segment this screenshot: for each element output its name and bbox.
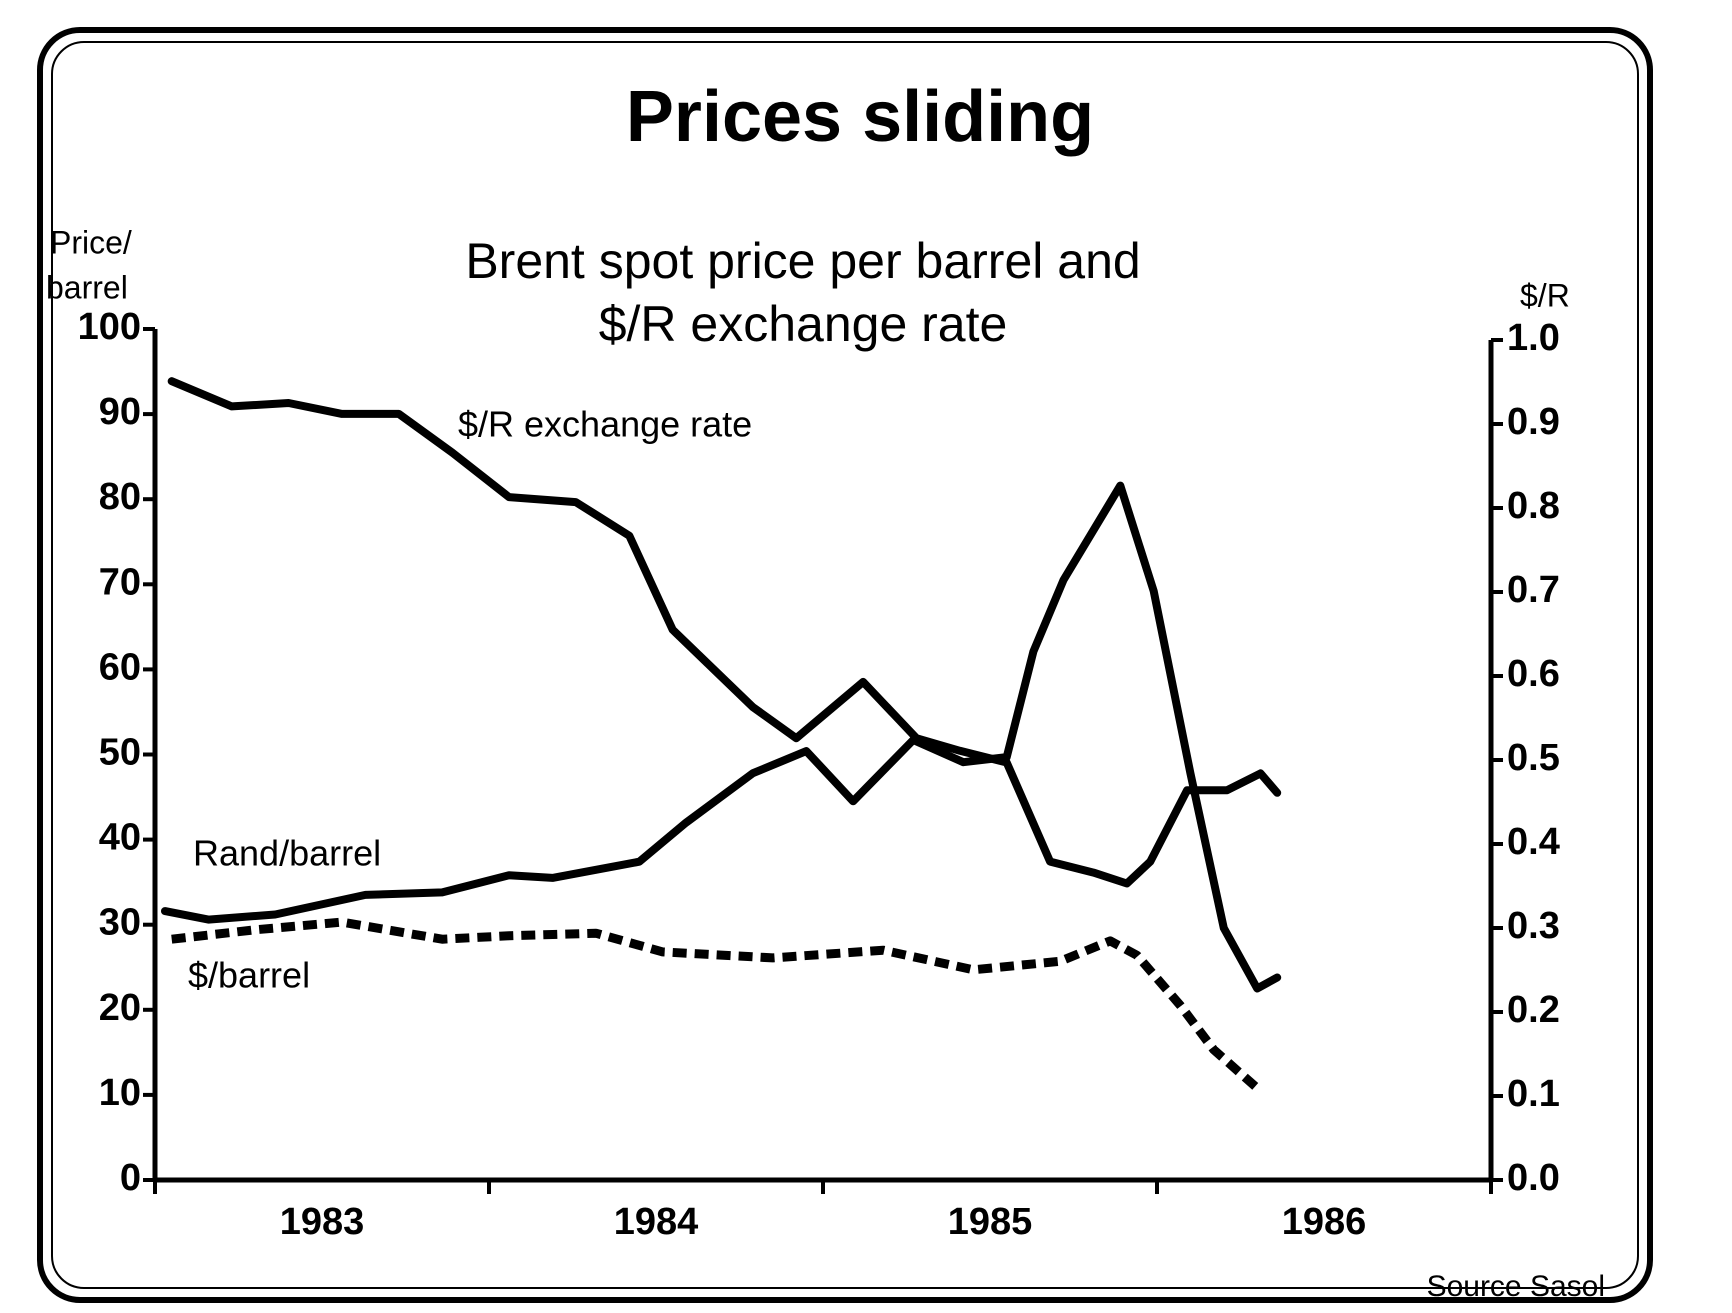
x-tick-label: 1986 (1282, 1201, 1367, 1243)
source: Source Sasol (1427, 1270, 1605, 1303)
x-tick-label: 1983 (280, 1201, 365, 1243)
y-tick-label: 20 (99, 987, 141, 1029)
y-tick-label: 80 (99, 476, 141, 518)
y2-tick-label: 0.7 (1507, 569, 1560, 611)
y2-tick-label: 0.8 (1507, 485, 1560, 527)
series-label: $/R exchange rate (458, 404, 752, 445)
y2-axis-label: $/R (1520, 277, 1570, 313)
chart-subtitle: Brent spot price per barrel and (465, 233, 1140, 289)
y-tick-label: 0 (120, 1157, 141, 1199)
y2-tick-label: 0.1 (1507, 1073, 1560, 1115)
series-label: $/barrel (188, 955, 310, 996)
chart-title: Prices sliding (626, 77, 1094, 157)
chart-subtitle: $/R exchange rate (599, 296, 1008, 352)
y-axis-label: barrel (46, 269, 128, 305)
frame-inner (51, 41, 1639, 1289)
y2-tick-label: 0.3 (1507, 905, 1560, 947)
series-label: Rand/barrel (193, 833, 381, 874)
y2-tick-label: 0.5 (1507, 737, 1560, 779)
y-tick-label: 10 (99, 1072, 141, 1114)
y2-tick-label: 0.9 (1507, 401, 1560, 443)
y-tick-label: 40 (99, 817, 141, 859)
x-tick-label: 1984 (614, 1201, 699, 1243)
y2-tick-label: 0.4 (1507, 821, 1560, 863)
x-tick-label: 1985 (948, 1201, 1033, 1243)
y-tick-label: 70 (99, 561, 141, 603)
series-line (171, 917, 1261, 1092)
y-tick-label: 50 (99, 732, 141, 774)
y-tick-label: 90 (99, 391, 141, 433)
y2-tick-label: 0.6 (1507, 653, 1560, 695)
y-tick-label: 30 (99, 902, 141, 944)
y-tick-label: 60 (99, 646, 141, 688)
series-line (161, 481, 1282, 993)
y2-tick-label: 1.0 (1507, 317, 1560, 359)
y-tick-label: 100 (78, 306, 141, 348)
frame (37, 27, 1653, 1303)
y2-tick-label: 0.2 (1507, 989, 1560, 1031)
y2-tick-label: 0.0 (1507, 1157, 1560, 1199)
y-axis-label: Price/ (50, 224, 132, 260)
series-line (167, 377, 1282, 888)
